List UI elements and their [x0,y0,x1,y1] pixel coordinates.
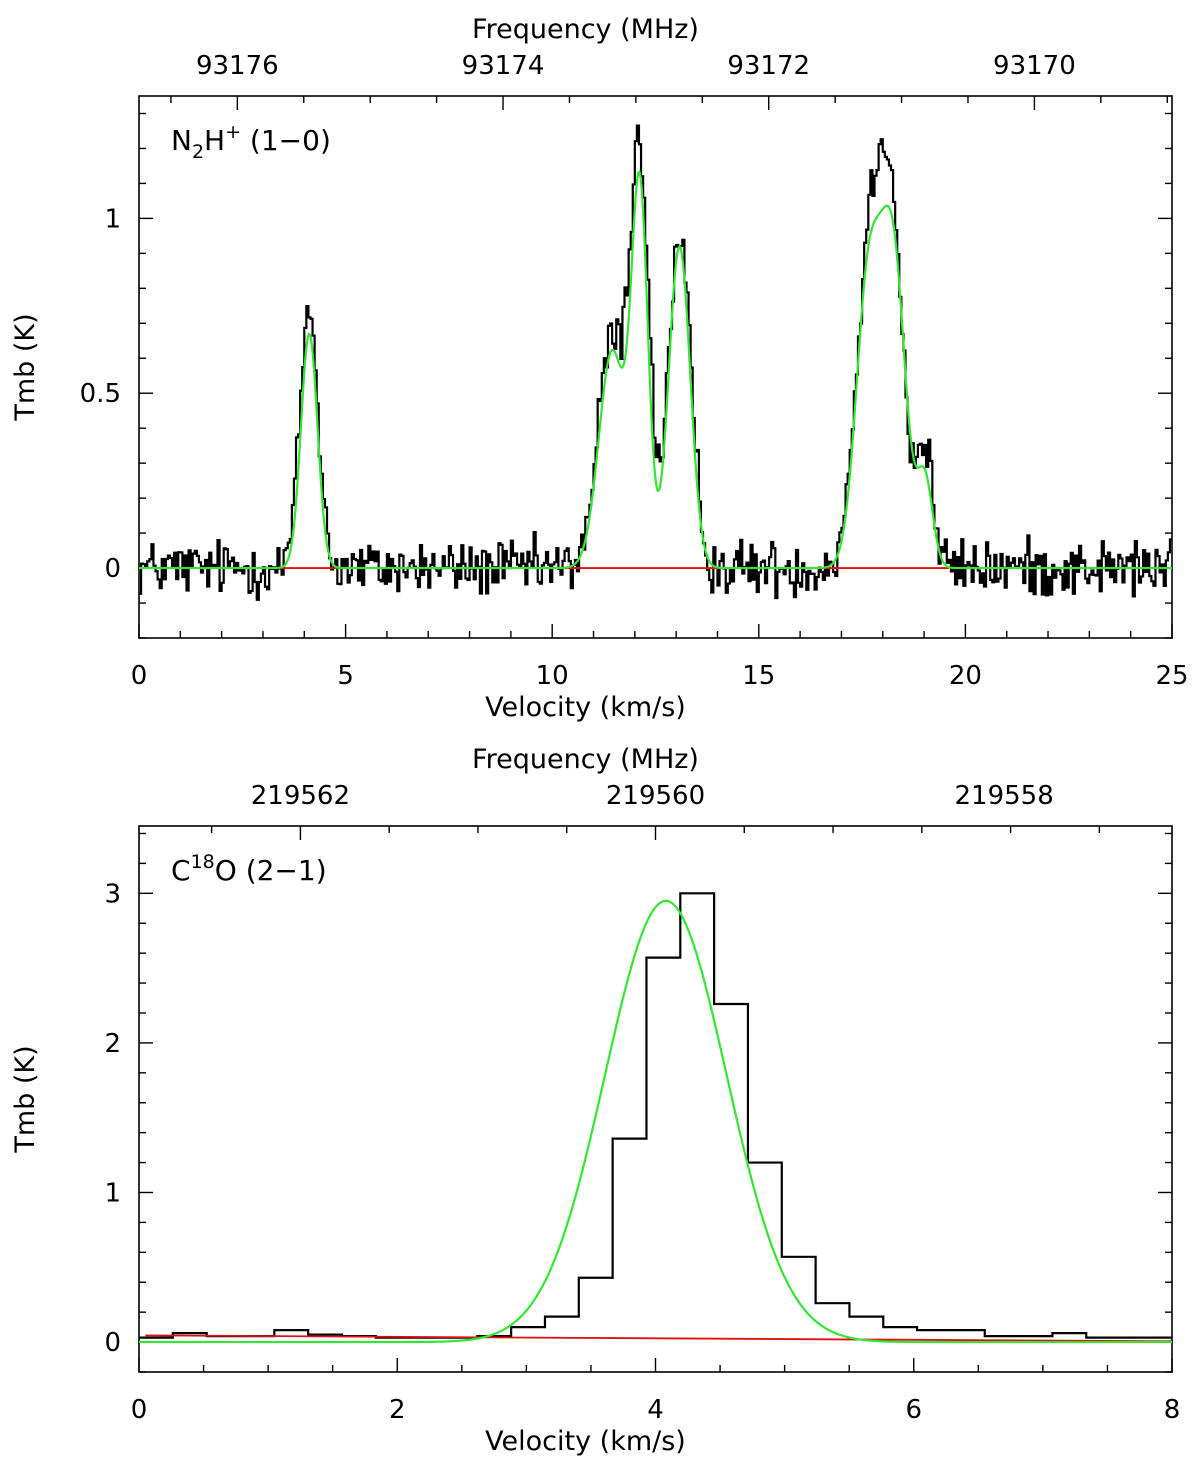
n2h-top-tick-label: 93172 [727,51,810,81]
c18o-y-tick-label: 0 [104,1328,121,1358]
n2h-spectrum-line [139,124,1172,601]
c18o-molecule-label: C18O (2−1) [171,851,327,887]
n2h-x-tick-label: 25 [1155,661,1188,691]
n2h-top-tick-label: 93174 [462,51,545,81]
c18o-x-tick-label: 4 [647,1395,664,1425]
c18o-x-tick-label: 8 [1164,1395,1181,1425]
c18o-series-group [139,892,1172,1344]
n2h-top-tick-label: 93176 [196,51,279,81]
n2h-x-tick-label: 5 [337,661,354,691]
c18o-x-axis-title: Velocity (km/s) [485,1426,686,1457]
n2h-series-group [139,124,1172,601]
n2h-x-axis-title: Velocity (km/s) [485,692,686,723]
n2h-top-axis-title: Frequency (MHz) [472,14,699,45]
c18o-y-tick-label: 3 [104,879,121,909]
c18o-y-tick-label: 1 [104,1178,121,1208]
n2h-molecule-label: N2H+ (1−0) [171,121,331,163]
c18o-x-tick-label: 6 [905,1395,922,1425]
c18o-panel: 0 2 4 6 8 219562 219560 219558 0 1 2 3 Velocity (km/… [10,744,1181,1457]
n2h-x-tick-label: 15 [742,661,775,691]
n2h-x-tick-label: 20 [949,661,982,691]
n2h-x-tick-label: 10 [536,661,569,691]
c18o-fit-line [139,899,1172,1344]
n2h-y-tick-label: 1 [104,204,121,234]
n2h-top-tick-label: 93170 [993,51,1076,81]
c18o-top-tick-label: 219560 [606,781,705,811]
c18o-baseline-line [145,1334,1172,1343]
n2h-plot-frame [138,95,1173,639]
c18o-top-axis-title: Frequency (MHz) [472,744,699,775]
c18o-spectrum-line [139,892,1172,1339]
c18o-y-axis-title: Tmb (K) [10,1045,41,1153]
n2h-panel: 0 5 10 15 20 25 93176 93174 93172 93170 0 0.5 1 Veloc… [10,14,1189,723]
c18o-x-tick-label: 0 [131,1395,148,1425]
n2h-y-tick-label: 0.5 [80,379,121,409]
n2h-x-tick-label: 0 [131,661,148,691]
c18o-y-tick-label: 2 [104,1029,121,1059]
c18o-top-tick-label: 219562 [251,781,350,811]
c18o-top-tick-label: 219558 [955,781,1054,811]
c18o-x-tick-label: 2 [389,1395,406,1425]
n2h-fit-line [139,169,1172,570]
n2h-y-axis-title: Tmb (K) [10,313,41,421]
n2h-y-tick-label: 0 [104,554,121,584]
